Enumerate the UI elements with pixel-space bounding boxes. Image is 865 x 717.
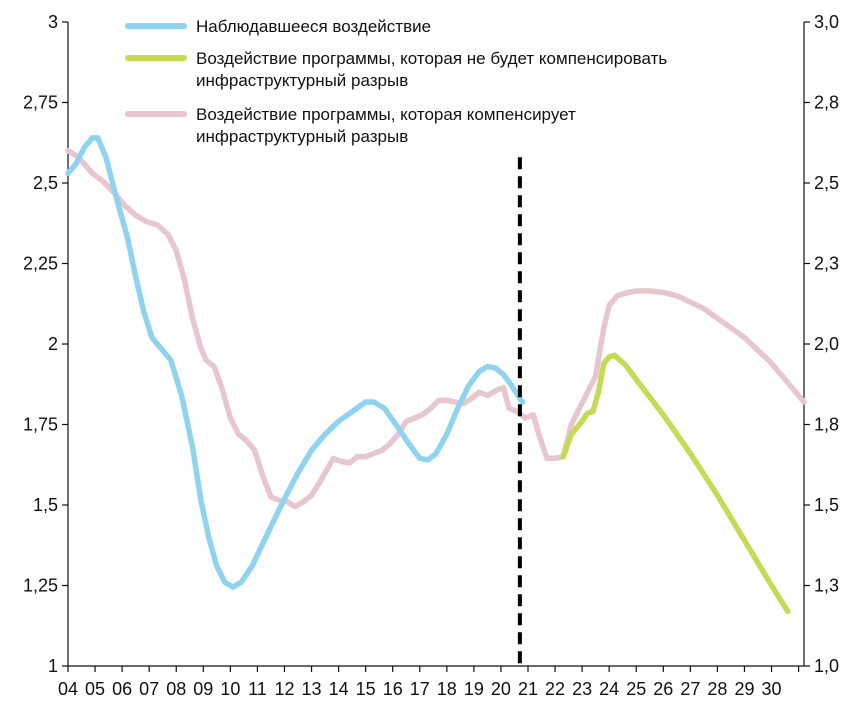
legend-label-observed: Наблюдавшееся воздействие (196, 17, 431, 36)
left-y-tick-label: 1 (48, 656, 58, 676)
x-tick-label: 14 (329, 679, 349, 699)
left-y-tick-label: 2,75 (23, 93, 58, 113)
x-tick-label: 12 (274, 679, 294, 699)
x-tick-label: 18 (437, 679, 457, 699)
x-tick-label: 23 (572, 679, 592, 699)
left-y-axis-ticks: 1 1,25 1,5 1,75 2 2,25 2,5 2,75 3 (23, 12, 68, 676)
legend: Наблюдавшееся воздействие Воздействие про… (125, 17, 667, 146)
x-tick-label: 06 (112, 679, 132, 699)
x-tick-label: 20 (491, 679, 511, 699)
left-y-tick-label: 2 (48, 334, 58, 354)
x-tick-label: 10 (220, 679, 240, 699)
series-line-compensation (65, 148, 807, 510)
x-tick-label: 25 (626, 679, 646, 699)
left-y-tick-label: 1,25 (23, 576, 58, 596)
left-y-tick-label: 1,75 (23, 415, 58, 435)
x-axis-ticks: 04 05 06 07 08 09 10 11 12 13 14 15 16 17 18 19 20 21 22 23… (58, 666, 800, 699)
legend-label-no-compensation: Воздействие программы, которая не будет … (196, 49, 667, 68)
x-tick-label: 19 (464, 679, 484, 699)
right-y-tick-label: 1,8 (814, 415, 839, 435)
x-tick-label: 16 (383, 679, 403, 699)
legend-label-compensation: инфраструктурный разрыв (196, 127, 408, 146)
axes: 1 1,25 1,5 1,75 2 2,25 2,5 2,75 3 1,0 1,3 1,5 1,8 2,… (23, 12, 839, 699)
series-lines (65, 135, 807, 615)
right-y-tick-label: 3,0 (814, 12, 839, 32)
right-y-tick-label: 2,5 (814, 173, 839, 193)
series-line-no-compensation (560, 352, 791, 615)
x-tick-label: 28 (707, 679, 727, 699)
legend-label-compensation: Воздействие программы, которая компенсир… (196, 105, 576, 124)
series-line-observed (65, 135, 526, 590)
left-y-tick-label: 2,25 (23, 254, 58, 274)
x-tick-label: 05 (85, 679, 105, 699)
x-tick-label: 11 (248, 679, 267, 699)
right-y-tick-label: 1,3 (814, 576, 839, 596)
left-y-tick-label: 1,5 (33, 495, 58, 515)
x-tick-label: 09 (193, 679, 213, 699)
x-tick-label: 22 (545, 679, 565, 699)
x-tick-label: 08 (166, 679, 186, 699)
x-tick-label: 04 (58, 679, 78, 699)
x-tick-label: 13 (302, 679, 322, 699)
x-tick-label: 07 (139, 679, 159, 699)
right-y-tick-label: 2,0 (814, 334, 839, 354)
left-y-tick-label: 2,5 (33, 173, 58, 193)
x-tick-label: 17 (410, 679, 430, 699)
x-tick-label: 30 (762, 679, 782, 699)
legend-label-no-compensation: инфраструктурный разрыв (196, 71, 408, 90)
x-tick-label: 29 (734, 679, 754, 699)
x-tick-label: 21 (518, 679, 538, 699)
x-tick-label: 15 (356, 679, 376, 699)
x-tick-label: 27 (680, 679, 700, 699)
right-y-tick-label: 1,5 (814, 495, 839, 515)
right-y-axis-ticks: 1,0 1,3 1,5 1,8 2,0 2,3 2,5 2,8 3,0 (804, 12, 839, 676)
right-y-tick-label: 2,8 (814, 93, 839, 113)
x-tick-label: 24 (599, 679, 619, 699)
right-y-tick-label: 2,3 (814, 254, 839, 274)
left-y-tick-label: 3 (48, 12, 58, 32)
x-tick-label: 26 (653, 679, 673, 699)
right-y-tick-label: 1,0 (814, 656, 839, 676)
